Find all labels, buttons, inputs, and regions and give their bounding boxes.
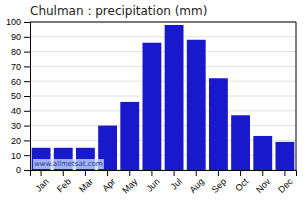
grid: [30, 22, 296, 170]
tick: Jan: [33, 170, 50, 194]
tick: Dec: [276, 170, 295, 195]
tick-mark: [284, 170, 285, 176]
tick-mark: [129, 170, 130, 176]
axis-line: [31, 171, 297, 177]
tick-label: 50: [11, 91, 21, 101]
tick-label: 10: [11, 151, 21, 161]
grid-line: [30, 51, 296, 52]
tick: Apr: [100, 170, 117, 193]
bar: [231, 115, 250, 170]
plot: 0 10 20 30 40 50 60 70 80 90 100 Jan FebMar AprMay Jun…: [6, 17, 297, 195]
tick: 60: [11, 77, 30, 87]
tick: May: [120, 170, 139, 196]
tick: 0: [16, 165, 30, 175]
tick-mark: [24, 37, 30, 38]
bar: [209, 78, 228, 170]
tick-mark: [24, 140, 30, 141]
tick: 100: [6, 17, 30, 27]
tick-label: Nov: [254, 176, 273, 195]
tick-label: 20: [11, 136, 21, 146]
tick: 30: [11, 121, 30, 131]
tick-label: Jun: [144, 176, 161, 193]
frame: [296, 22, 297, 170]
tick-label: 40: [11, 106, 21, 116]
grid-line: [30, 22, 296, 23]
tick-label: Aug: [188, 176, 206, 194]
bar: [142, 43, 161, 170]
bar: [120, 102, 139, 170]
tick-mark: [24, 22, 30, 23]
tick-mark: [107, 170, 108, 176]
tick-label: 80: [11, 47, 21, 57]
tick-label: 0: [16, 165, 21, 175]
y-axis: 0 10 20 30 40 50 60 70 80 90 100: [6, 17, 31, 175]
tick: 50: [11, 91, 30, 101]
tick-mark: [24, 66, 30, 67]
tick-label: Oct: [233, 176, 250, 193]
title: Chulman : precipitation (mm): [30, 4, 207, 18]
tick-label: 70: [11, 62, 21, 72]
tick-mark: [63, 170, 64, 176]
x-axis: Jan FebMar AprMay Jun Jul AugSep OctNovDec: [31, 170, 297, 196]
tick-mark: [24, 170, 30, 171]
tick-mark: [24, 126, 30, 127]
annotation-box: [33, 159, 104, 169]
tick-label: Sep: [210, 176, 228, 194]
tick: 20: [11, 136, 30, 146]
grid-line: [30, 66, 296, 67]
tick-label: May: [120, 176, 139, 195]
tick-label: Apr: [100, 176, 117, 193]
tick-mark: [196, 170, 197, 176]
chart: 0 10 20 30 40 50 60 70 80 90 100 Jan FebMar AprMay Jun…: [0, 0, 306, 200]
bar: [253, 136, 272, 170]
tick-label: 100: [6, 17, 21, 27]
tick-mark: [24, 111, 30, 112]
tick: 80: [11, 47, 30, 57]
tick: Sep: [210, 170, 228, 195]
bar: [275, 142, 294, 170]
tick-mark: [24, 96, 30, 97]
tick-label: 60: [11, 77, 21, 87]
tick: 70: [11, 62, 30, 72]
tick: Oct: [233, 170, 250, 193]
tick: 10: [11, 151, 30, 161]
annotation: www.allmetsat.com: [33, 159, 104, 169]
bar: [187, 40, 206, 170]
tick: Jul: [169, 170, 184, 192]
annotation-text: www.allmetsat.com: [34, 160, 103, 168]
grid-line: [30, 125, 296, 126]
tick: Nov: [254, 170, 273, 195]
frame: [30, 22, 296, 23]
axis-line: [24, 23, 31, 171]
bars: [32, 25, 295, 170]
tick: Mar: [77, 170, 95, 194]
tick: Feb: [55, 170, 73, 194]
tick-label: 30: [11, 121, 21, 131]
tick-label: Feb: [55, 176, 73, 194]
tick-mark: [24, 52, 30, 53]
tick: 40: [11, 106, 30, 116]
tick-label: Mar: [77, 176, 95, 194]
tick-mark: [85, 170, 86, 176]
tick: 90: [11, 32, 30, 42]
grid-line: [30, 36, 296, 37]
tick-label: Dec: [276, 176, 295, 195]
tick-mark: [218, 170, 219, 176]
tick-mark: [262, 170, 263, 176]
tick: Jun: [144, 170, 161, 194]
tick-mark: [240, 170, 241, 176]
tick-mark: [24, 81, 30, 82]
grid-line: [30, 110, 296, 111]
tick-label: Jul: [169, 176, 184, 191]
grid-line: [30, 81, 296, 82]
tick-label: Jan: [33, 176, 50, 193]
tick-mark: [151, 170, 152, 176]
tick: Aug: [188, 170, 206, 195]
tick-mark: [174, 170, 175, 176]
grid-line: [30, 96, 296, 97]
tick-label: 90: [11, 32, 21, 42]
tick-mark: [41, 170, 42, 176]
tick-mark: [24, 155, 30, 156]
bar: [165, 25, 184, 170]
